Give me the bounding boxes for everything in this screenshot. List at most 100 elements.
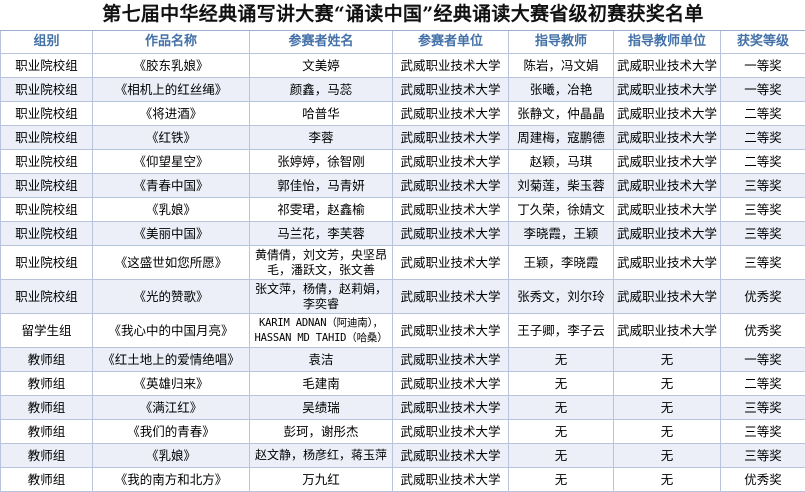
cell-name: 张婷婷，徐智刚 (250, 150, 393, 174)
cell-tunit: 武威职业技术大学 (614, 222, 721, 246)
cell-award: 三等奖 (721, 222, 805, 246)
cell-group: 职业院校组 (1, 198, 93, 222)
document-title-row: 第七届中华经典诵写讲大赛“诵读中国”经典诵读大赛省级初赛获奖名单 (1, 0, 805, 31)
cell-unit: 武威职业技术大学 (393, 174, 509, 198)
table-row[interactable]: 留学生组《我心中的中国月亮》KARIM ADNAN（阿迪南），HASSAN MD… (1, 314, 805, 348)
cell-tunit: 武威职业技术大学 (614, 126, 721, 150)
column-header-tunit[interactable]: 指导教师单位 (614, 31, 721, 54)
cell-name: 郭佳怡，马青妍 (250, 174, 393, 198)
cell-award: 三等奖 (721, 396, 805, 420)
cell-award: 三等奖 (721, 420, 805, 444)
cell-award: 优秀奖 (721, 468, 805, 492)
cell-name: 颜鑫，马蕊 (250, 78, 393, 102)
table-row[interactable]: 教师组《乳娘》赵文静，杨彦红，蒋玉萍武威职业技术大学无无三等奖 (1, 444, 805, 468)
table-row[interactable]: 职业院校组《胶东乳娘》文美婷武威职业技术大学陈岩，冯文娟武威职业技术大学一等奖 (1, 54, 805, 78)
cell-unit: 武威职业技术大学 (393, 78, 509, 102)
cell-teacher: 王颖，李晓霞 (509, 246, 614, 280)
cell-name: 万九红 (250, 468, 393, 492)
cell-name: 哈普华 (250, 102, 393, 126)
cell-teacher: 丁久荣，徐婧文 (509, 198, 614, 222)
table-row[interactable]: 教师组《红土地上的爱情绝唱》袁洁武威职业技术大学无无一等奖 (1, 348, 805, 372)
cell-group: 留学生组 (1, 314, 93, 348)
cell-tunit: 武威职业技术大学 (614, 198, 721, 222)
table-row[interactable]: 教师组《满江红》吴绩瑞武威职业技术大学无无三等奖 (1, 396, 805, 420)
cell-teacher: 王子卿，李子云 (509, 314, 614, 348)
cell-tunit: 无 (614, 348, 721, 372)
cell-work: 《乳娘》 (93, 444, 250, 468)
cell-tunit: 武威职业技术大学 (614, 150, 721, 174)
cell-work: 《红铁》 (93, 126, 250, 150)
column-header-unit[interactable]: 参赛者单位 (393, 31, 509, 54)
table-row[interactable]: 职业院校组《青春中国》郭佳怡，马青妍武威职业技术大学刘菊莲，柴玉蓉武威职业技术大… (1, 174, 805, 198)
cell-unit: 武威职业技术大学 (393, 314, 509, 348)
cell-group: 职业院校组 (1, 150, 93, 174)
cell-unit: 武威职业技术大学 (393, 150, 509, 174)
cell-group: 职业院校组 (1, 126, 93, 150)
cell-name: KARIM ADNAN（阿迪南），HASSAN MD TAHID（哈桑） (250, 314, 393, 348)
table-row[interactable]: 教师组《我的南方和北方》万九红武威职业技术大学无无优秀奖 (1, 468, 805, 492)
cell-tunit: 无 (614, 372, 721, 396)
cell-tunit: 武威职业技术大学 (614, 314, 721, 348)
cell-award: 二等奖 (721, 372, 805, 396)
cell-tunit: 武威职业技术大学 (614, 246, 721, 280)
cell-award: 二等奖 (721, 126, 805, 150)
cell-name: 袁洁 (250, 348, 393, 372)
column-header-group[interactable]: 组别 (1, 31, 93, 54)
table-row[interactable]: 职业院校组《光的赞歌》张文萍，杨倩，赵莉娟，李奕睿武威职业技术大学张秀文，刘尔玲… (1, 280, 805, 314)
cell-teacher: 陈岩，冯文娟 (509, 54, 614, 78)
cell-award: 一等奖 (721, 78, 805, 102)
cell-award: 二等奖 (721, 150, 805, 174)
cell-group: 职业院校组 (1, 222, 93, 246)
cell-work: 《我的南方和北方》 (93, 468, 250, 492)
cell-tunit: 无 (614, 396, 721, 420)
table-row[interactable]: 职业院校组《这盛世如您所愿》黄倩倩，刘文芳，央坚昂毛，潘跃文，张文善武威职业技术… (1, 246, 805, 280)
table-row[interactable]: 职业院校组《乳娘》祁雯珺，赵鑫榆武威职业技术大学丁久荣，徐婧文武威职业技术大学三… (1, 198, 805, 222)
cell-teacher: 张秀文，刘尔玲 (509, 280, 614, 314)
cell-name: 彭珂，谢彤杰 (250, 420, 393, 444)
cell-name: 毛建南 (250, 372, 393, 396)
cell-name: 张文萍，杨倩，赵莉娟，李奕睿 (250, 280, 393, 314)
cell-group: 教师组 (1, 372, 93, 396)
column-header-award[interactable]: 获奖等级 (721, 31, 805, 54)
cell-tunit: 武威职业技术大学 (614, 78, 721, 102)
column-header-row: 组别 作品名称 参赛者姓名 参赛者单位 指导教师 指导教师单位 获奖等级 (1, 31, 805, 54)
cell-work: 《将进酒》 (93, 102, 250, 126)
cell-tunit: 无 (614, 444, 721, 468)
cell-unit: 武威职业技术大学 (393, 54, 509, 78)
cell-teacher: 无 (509, 468, 614, 492)
table-row[interactable]: 教师组《我们的青春》彭珂，谢彤杰武威职业技术大学无无三等奖 (1, 420, 805, 444)
cell-unit: 武威职业技术大学 (393, 126, 509, 150)
table-row[interactable]: 职业院校组《仰望星空》张婷婷，徐智刚武威职业技术大学赵颖，马琪武威职业技术大学二… (1, 150, 805, 174)
cell-teacher: 李晓霞，王颖 (509, 222, 614, 246)
cell-work: 《仰望星空》 (93, 150, 250, 174)
cell-work: 《胶东乳娘》 (93, 54, 250, 78)
page-title: 第七届中华经典诵写讲大赛“诵读中国”经典诵读大赛省级初赛获奖名单 (102, 3, 703, 25)
cell-award: 三等奖 (721, 198, 805, 222)
table-row[interactable]: 职业院校组《将进酒》哈普华武威职业技术大学张静文，仲晶晶武威职业技术大学二等奖 (1, 102, 805, 126)
cell-work: 《相机上的红丝绳》 (93, 78, 250, 102)
cell-work: 《乳娘》 (93, 198, 250, 222)
cell-award: 三等奖 (721, 444, 805, 468)
column-header-work[interactable]: 作品名称 (93, 31, 250, 54)
table-row[interactable]: 职业院校组《红铁》李蓉武威职业技术大学周建梅，寇鹏德武威职业技术大学二等奖 (1, 126, 805, 150)
cell-work: 《青春中国》 (93, 174, 250, 198)
table-head: 第七届中华经典诵写讲大赛“诵读中国”经典诵读大赛省级初赛获奖名单 组别 作品名称… (1, 0, 805, 54)
cell-award: 三等奖 (721, 174, 805, 198)
cell-group: 教师组 (1, 444, 93, 468)
cell-teacher: 无 (509, 420, 614, 444)
cell-teacher: 无 (509, 348, 614, 372)
cell-unit: 武威职业技术大学 (393, 198, 509, 222)
column-header-name[interactable]: 参赛者姓名 (250, 31, 393, 54)
cell-award: 一等奖 (721, 348, 805, 372)
cell-teacher: 无 (509, 372, 614, 396)
cell-work: 《这盛世如您所愿》 (93, 246, 250, 280)
cell-teacher: 刘菊莲，柴玉蓉 (509, 174, 614, 198)
cell-unit: 武威职业技术大学 (393, 372, 509, 396)
column-header-teacher[interactable]: 指导教师 (509, 31, 614, 54)
cell-unit: 武威职业技术大学 (393, 444, 509, 468)
table-row[interactable]: 职业院校组《美丽中国》马兰花，李芙蓉武威职业技术大学李晓霞，王颖武威职业技术大学… (1, 222, 805, 246)
table-row[interactable]: 职业院校组《相机上的红丝绳》颜鑫，马蕊武威职业技术大学张曦，冶艳武威职业技术大学… (1, 78, 805, 102)
cell-teacher: 无 (509, 444, 614, 468)
cell-group: 教师组 (1, 396, 93, 420)
table-row[interactable]: 教师组《英雄归来》毛建南武威职业技术大学无无二等奖 (1, 372, 805, 396)
